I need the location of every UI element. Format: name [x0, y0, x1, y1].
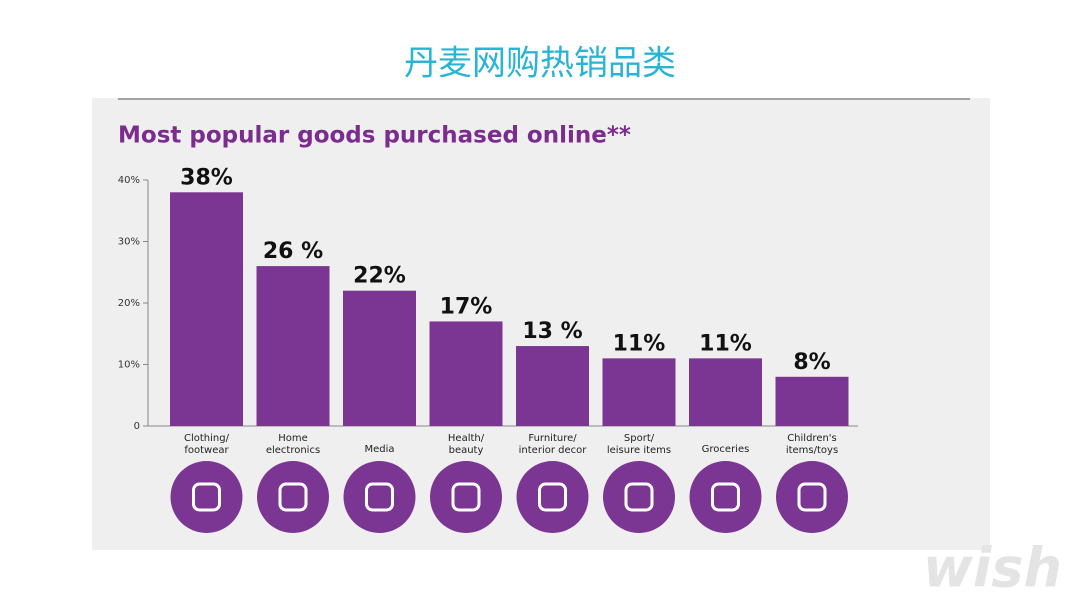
bar	[256, 266, 330, 426]
icons	[170, 461, 848, 533]
category-icon	[343, 461, 416, 533]
icon-circle	[516, 461, 589, 533]
bar	[602, 358, 676, 426]
x-tick-label: Children's items/toys	[786, 433, 838, 456]
bar	[689, 358, 762, 426]
slide-title: 丹麦网购热销品类	[404, 44, 676, 84]
bar	[429, 321, 503, 426]
y-tick-label: 20%	[118, 298, 140, 309]
x-tick-label: Clothing/footwear	[184, 433, 230, 456]
icon-glyph	[278, 482, 308, 512]
bar	[775, 376, 849, 426]
value-label: 22%	[353, 264, 406, 289]
icon-glyph	[797, 482, 827, 512]
x-tick-label: Media	[364, 444, 394, 455]
value-label: 13 %	[522, 319, 582, 344]
y-tick-label: 10%	[118, 360, 140, 371]
icon-circle	[430, 461, 502, 533]
value-label: 8%	[793, 350, 830, 375]
icon-glyph	[192, 482, 221, 512]
icon-glyph	[624, 482, 654, 512]
icon-circle	[170, 461, 243, 533]
value-label: 26 %	[263, 239, 323, 264]
chart-title: Most popular goods purchased online**	[118, 123, 631, 149]
bar	[170, 192, 243, 426]
icon-circle	[689, 461, 762, 533]
category-icon	[430, 461, 502, 533]
bar	[343, 290, 416, 426]
icon-glyph	[711, 482, 740, 512]
value-label: 11%	[699, 331, 752, 356]
icon-glyph	[365, 482, 394, 512]
x-tick-label: Furniture/interior decor	[519, 433, 588, 456]
icon-circle	[603, 461, 675, 533]
x-tick-label: Groceries	[702, 444, 750, 455]
icon-glyph	[538, 482, 567, 512]
watermark: wish	[923, 537, 1062, 600]
icon-circle	[776, 461, 848, 533]
category-icon	[689, 461, 762, 533]
value-label: 11%	[613, 331, 666, 356]
category-icon	[516, 461, 589, 533]
x-tick-label: Sport/leisure items	[607, 433, 671, 456]
value-label: 38%	[180, 165, 233, 190]
bar	[516, 346, 589, 426]
category-icon	[776, 461, 848, 533]
x-tick-label: Health/beauty	[448, 433, 485, 456]
icon-glyph	[451, 482, 481, 512]
value-label: 17%	[440, 294, 493, 319]
y-tick-label: 0	[134, 421, 140, 432]
y-tick-label: 30%	[118, 237, 140, 248]
x-tick-label: Home electronics	[266, 433, 320, 456]
category-icon	[603, 461, 675, 533]
category-icon	[257, 461, 329, 533]
category-icon	[170, 461, 243, 533]
icon-circle	[343, 461, 416, 533]
y-tick-label: 40%	[118, 175, 140, 186]
icon-circle	[257, 461, 329, 533]
